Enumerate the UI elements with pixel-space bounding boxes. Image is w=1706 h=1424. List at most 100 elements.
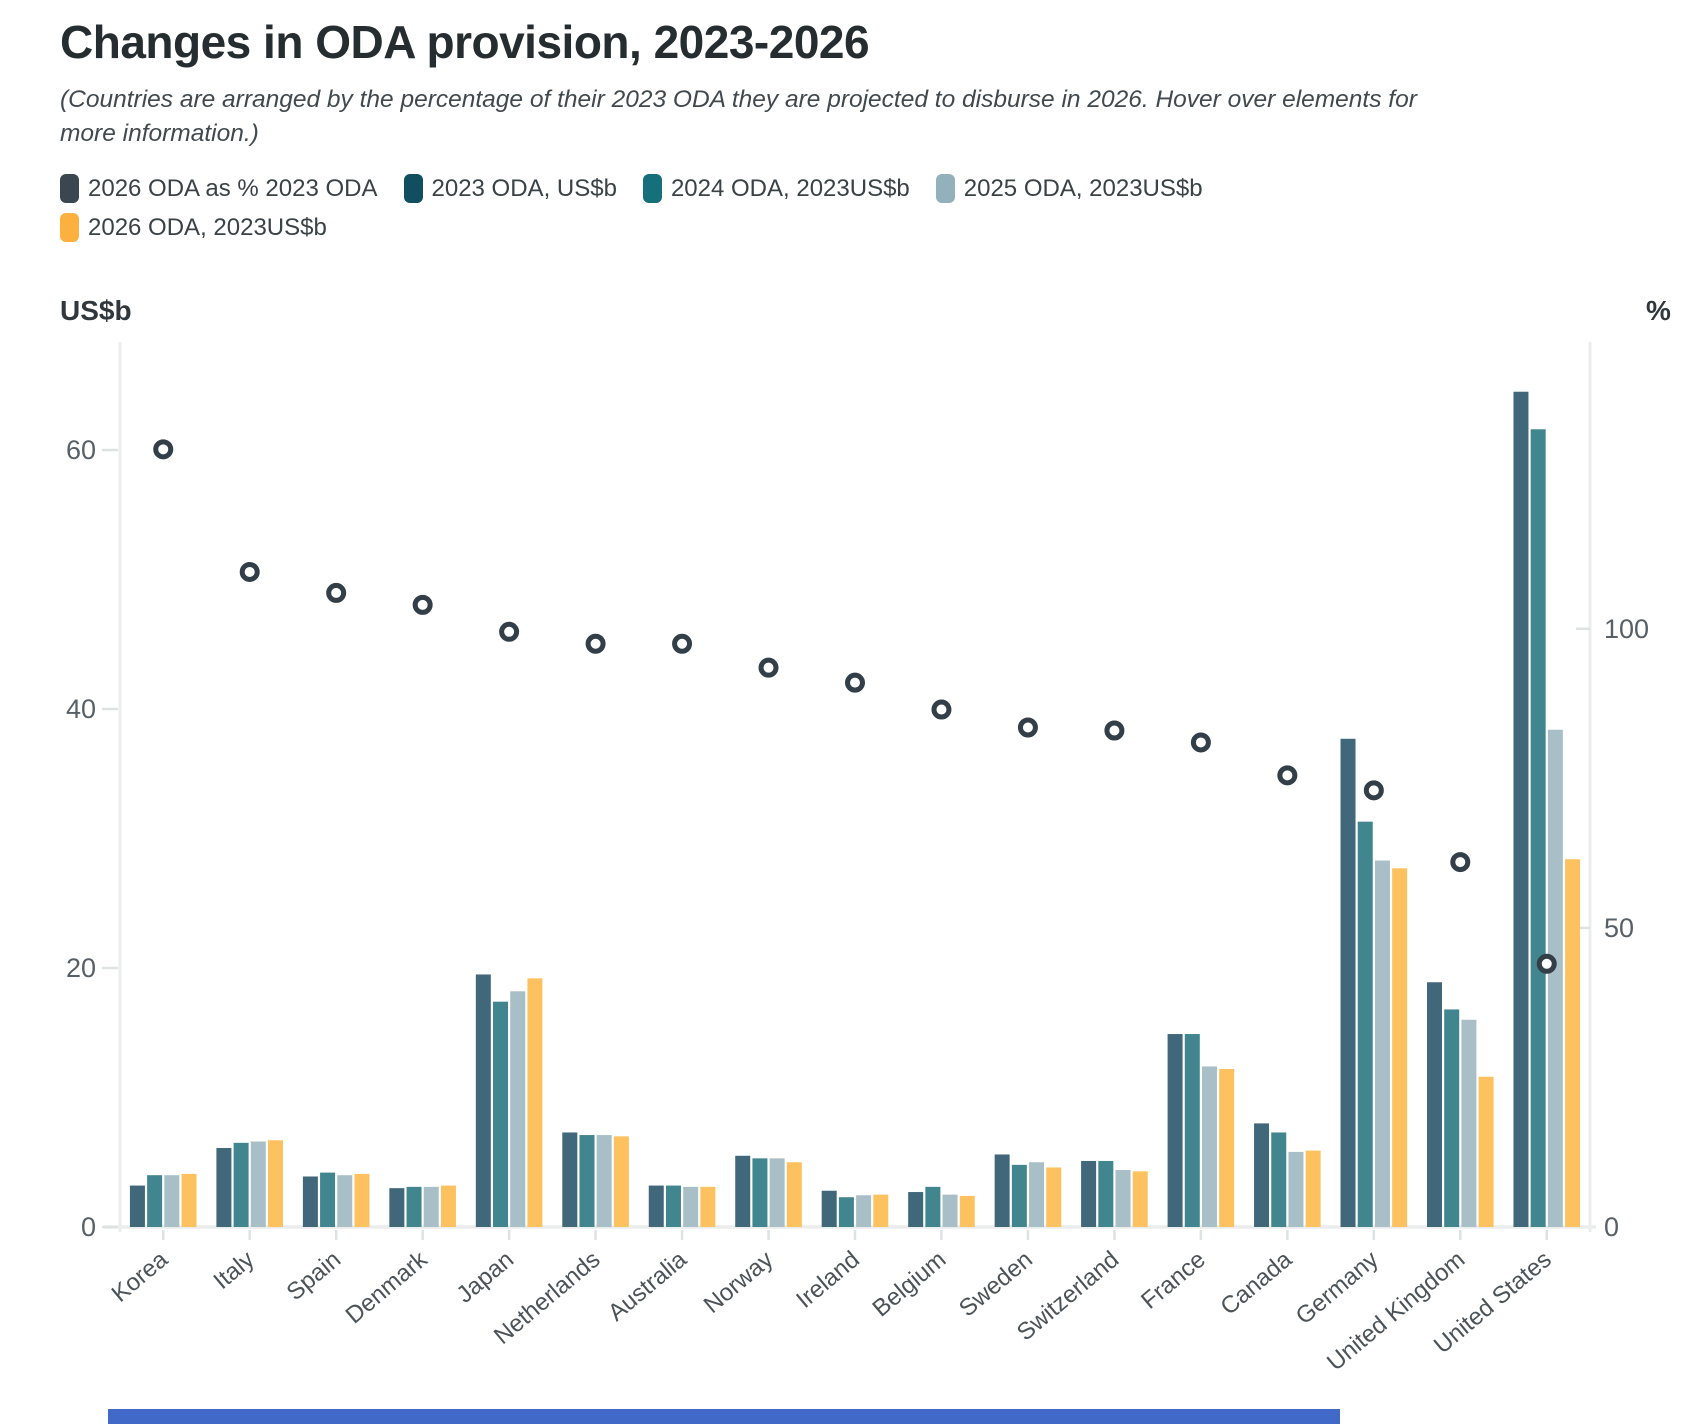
bar-2026-korea[interactable] <box>181 1173 197 1227</box>
pct-dot-sweden[interactable] <box>1017 717 1038 738</box>
bar-2026-netherlands[interactable] <box>613 1136 629 1227</box>
bar-2026-spain[interactable] <box>354 1173 370 1227</box>
legend-item-4[interactable]: 2026 ODA, 2023US$b <box>60 213 327 243</box>
bar-2026-united-states[interactable] <box>1565 859 1581 1227</box>
x-axis-label-france: France <box>1136 1246 1211 1315</box>
bar-2024-norway[interactable] <box>752 1158 768 1227</box>
pct-dot-canada[interactable] <box>1277 765 1298 786</box>
bar-2025-japan[interactable] <box>510 991 526 1227</box>
bar-2024-switzerland[interactable] <box>1098 1160 1114 1227</box>
bar-2024-ireland[interactable] <box>838 1197 854 1227</box>
bar-2025-sweden[interactable] <box>1029 1162 1045 1227</box>
pct-dot-united-states[interactable] <box>1536 953 1557 974</box>
bar-2023-switzerland[interactable] <box>1081 1160 1097 1227</box>
bar-2024-united-states[interactable] <box>1530 429 1546 1227</box>
bar-2026-ireland[interactable] <box>873 1194 889 1227</box>
pct-dot-italy[interactable] <box>239 561 260 582</box>
x-axis-label-sweden: Sweden <box>954 1246 1038 1322</box>
pct-dot-united-kingdom[interactable] <box>1450 852 1471 873</box>
bar-2023-australia[interactable] <box>648 1185 664 1227</box>
bar-2025-united-kingdom[interactable] <box>1461 1019 1477 1227</box>
pct-dot-belgium[interactable] <box>931 699 952 720</box>
legend-item-3[interactable]: 2025 ODA, 2023US$b <box>935 174 1203 204</box>
bar-2026-canada[interactable] <box>1305 1150 1321 1227</box>
bar-2025-norway[interactable] <box>769 1158 785 1227</box>
x-axis-label-italy: Italy <box>208 1246 259 1295</box>
pct-dot-ireland[interactable] <box>845 672 865 693</box>
bar-2025-canada[interactable] <box>1288 1151 1304 1227</box>
pct-dot-denmark[interactable] <box>412 594 433 615</box>
legend-item-2[interactable]: 2024 ODA, 2023US$b <box>642 174 910 204</box>
bar-2026-sweden[interactable] <box>1046 1167 1062 1227</box>
bar-2025-italy[interactable] <box>250 1141 266 1227</box>
bar-2025-spain[interactable] <box>337 1175 353 1227</box>
bar-2023-netherlands[interactable] <box>562 1132 578 1227</box>
bar-2024-belgium[interactable] <box>925 1186 941 1227</box>
bar-2025-germany[interactable] <box>1374 860 1390 1227</box>
legend-item-0[interactable]: 2026 ODA as % 2023 ODA <box>60 174 378 204</box>
legend-item-label: 2026 ODA, 2023US$b <box>88 213 327 241</box>
bar-2026-norway[interactable] <box>786 1162 802 1227</box>
bar-2025-ireland[interactable] <box>856 1195 872 1227</box>
bar-2024-italy[interactable] <box>233 1142 249 1227</box>
bar-2026-germany[interactable] <box>1392 868 1408 1227</box>
bar-2023-france[interactable] <box>1167 1034 1183 1227</box>
pct-dot-spain[interactable] <box>326 582 347 603</box>
bar-2025-france[interactable] <box>1201 1066 1217 1227</box>
pct-dot-japan[interactable] <box>499 621 520 642</box>
bar-2023-italy[interactable] <box>216 1148 232 1227</box>
legend-swatch-icon <box>935 174 955 204</box>
pct-dot-norway[interactable] <box>758 657 779 678</box>
bar-2026-belgium[interactable] <box>959 1195 975 1227</box>
bar-2023-spain[interactable] <box>302 1176 318 1227</box>
bar-2023-japan[interactable] <box>475 974 491 1227</box>
bar-2024-france[interactable] <box>1184 1034 1200 1227</box>
bar-2026-france[interactable] <box>1219 1069 1235 1227</box>
bar-2024-united-kingdom[interactable] <box>1444 1009 1460 1227</box>
bar-2023-denmark[interactable] <box>389 1188 405 1227</box>
pct-dot-australia[interactable] <box>672 633 693 654</box>
bar-2026-japan[interactable] <box>527 978 543 1227</box>
bar-2023-united-states[interactable] <box>1513 391 1529 1228</box>
x-axis-label-ireland: Ireland <box>791 1246 865 1314</box>
pct-dot-germany[interactable] <box>1363 780 1384 801</box>
bar-2024-korea[interactable] <box>147 1175 163 1227</box>
bar-2025-switzerland[interactable] <box>1115 1170 1131 1227</box>
bar-2026-united-kingdom[interactable] <box>1478 1076 1494 1227</box>
pct-dot-netherlands[interactable] <box>585 633 606 654</box>
bar-2024-japan[interactable] <box>493 1001 509 1227</box>
pct-dot-switzerland[interactable] <box>1104 720 1125 741</box>
legend-item-1[interactable]: 2023 ODA, US$b <box>403 174 617 204</box>
bar-2025-united-states[interactable] <box>1547 729 1563 1227</box>
bar-2025-denmark[interactable] <box>423 1186 439 1227</box>
bar-2024-sweden[interactable] <box>1011 1164 1027 1227</box>
bar-2024-germany[interactable] <box>1357 821 1373 1227</box>
bar-2026-australia[interactable] <box>700 1186 716 1227</box>
bar-2024-denmark[interactable] <box>406 1186 422 1227</box>
bar-2024-netherlands[interactable] <box>579 1135 595 1227</box>
bar-2023-united-kingdom[interactable] <box>1426 982 1442 1227</box>
bar-2025-australia[interactable] <box>683 1186 699 1227</box>
bar-2026-italy[interactable] <box>268 1140 284 1227</box>
bar-2023-belgium[interactable] <box>908 1192 924 1227</box>
pct-dot-france[interactable] <box>1190 732 1211 753</box>
axes: 0 20 40 60 0 50 100 <box>66 342 1649 1242</box>
bar-2025-korea[interactable] <box>164 1175 180 1227</box>
bar-2025-belgium[interactable] <box>942 1194 958 1227</box>
bar-2024-australia[interactable] <box>665 1185 681 1227</box>
bar-2023-canada[interactable] <box>1254 1123 1270 1227</box>
bar-2026-switzerland[interactable] <box>1132 1171 1148 1227</box>
pct-dot-korea[interactable] <box>153 439 174 460</box>
bar-2023-korea[interactable] <box>129 1185 145 1227</box>
bar-2025-netherlands[interactable] <box>596 1135 612 1227</box>
bar-2024-spain[interactable] <box>320 1172 336 1227</box>
bar-2023-ireland[interactable] <box>821 1190 837 1227</box>
bar-2023-norway[interactable] <box>735 1155 751 1227</box>
bar-2023-germany[interactable] <box>1340 738 1356 1227</box>
bar-2026-denmark[interactable] <box>440 1185 456 1227</box>
bar-2024-canada[interactable] <box>1271 1132 1287 1227</box>
bar-2023-sweden[interactable] <box>994 1154 1010 1227</box>
left-axis-title: US$b <box>60 295 132 326</box>
